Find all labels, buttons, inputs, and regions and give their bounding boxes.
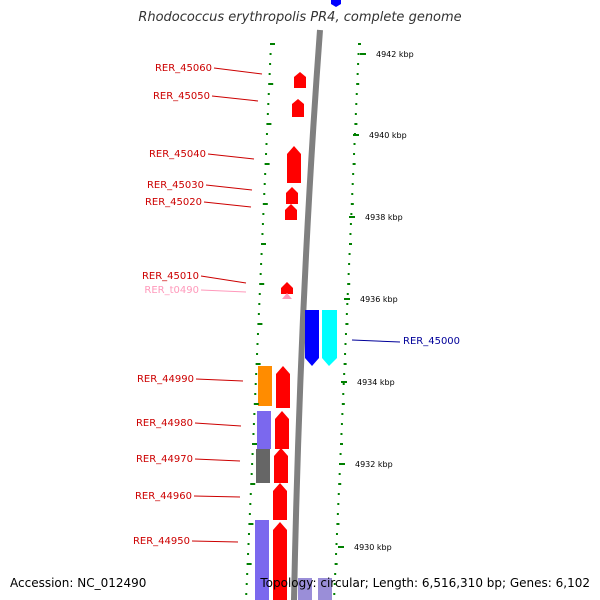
gene-label-RER_45060[interactable]: RER_45060 [155,63,212,74]
gene-label-RER_44960[interactable]: RER_44960 [135,491,192,502]
leader-line [193,495,241,498]
tick-marks-left [245,43,275,595]
gene-label-RER_t0490[interactable]: RER_t0490 [144,285,199,296]
reverse-genes [305,310,337,366]
gene-top-partial [331,0,341,7]
gene-RER_44990 [276,366,290,408]
gene-label-RER_45000[interactable]: RER_45000 [403,336,460,347]
ruler-label: 4932 kbp [355,460,393,469]
leader-line [351,339,401,343]
block-lavender-bottom-2 [318,578,332,600]
gene-RER_44970 [274,448,288,483]
block-gray [256,449,270,483]
gene-RER_45030 [286,187,298,204]
leader-line [200,275,247,284]
block-lavender-bottom-1 [298,578,312,600]
gene-RER_44980 [275,411,289,449]
map-title: Rhodococcus erythropolis PR4, complete g… [138,10,462,25]
gene-RER_44960 [273,483,287,520]
gene-label-RER_45040[interactable]: RER_45040 [149,149,206,160]
leader-line [211,95,259,102]
gene-label-RER_45010[interactable]: RER_45010 [142,271,199,282]
leader-line [205,184,253,191]
gene-RER_45010 [281,282,293,294]
gene-RER_45050 [292,99,304,117]
leader-line [194,458,241,462]
gene-RER_45000 [322,310,337,366]
gene-RER_45060 [294,72,306,88]
gene-label-RER_45020[interactable]: RER_45020 [145,197,202,208]
domain-blocks [255,366,332,600]
gene-labels: RER_45060 RER_45050 RER_45040 RER_45030 RER_… [133,63,460,547]
block-purple-1 [257,411,271,449]
leader-line [203,201,252,208]
gene-RER_45020 [285,204,297,220]
leader-line [207,153,255,160]
gene-RER_44950 [273,522,287,600]
genome-backbone [291,29,323,600]
ruler-label: 4936 kbp [360,295,398,304]
ruler-labels: 4942 kbp 4940 kbp 4938 kbp 4936 kbp 4934 kbp… [338,50,414,552]
gene-label-RER_44950[interactable]: RER_44950 [133,536,190,547]
leader-line [194,422,242,427]
gene-label-RER_44980[interactable]: RER_44980 [136,418,193,429]
gene-RER_45040 [287,146,301,183]
ruler-label: 4934 kbp [357,378,395,387]
tick-marks-right [333,43,361,595]
forward-genes [273,72,306,600]
leader-line [191,540,239,543]
leader-line [213,67,263,75]
gene-RER_t0490 [282,293,292,299]
gene-label-RER_45030[interactable]: RER_45030 [147,180,204,191]
genome-summary: Topology: circular; Length: 6,516,310 bp… [260,576,590,590]
ruler-label: 4938 kbp [365,213,403,222]
gene-RER_45000-blue [305,310,319,366]
ruler-label: 4942 kbp [376,50,414,59]
ruler-label: 4930 kbp [354,543,392,552]
ruler-label: 4940 kbp [369,131,407,140]
gene-label-RER_44970[interactable]: RER_44970 [136,454,193,465]
leader-line [200,289,247,293]
accession-label: Accession: NC_012490 [10,576,147,590]
block-purple-2 [255,520,269,600]
block-orange [258,366,272,406]
gene-label-RER_44990[interactable]: RER_44990 [137,374,194,385]
gene-label-RER_45050[interactable]: RER_45050 [153,91,210,102]
gene-leader-lines [191,67,401,543]
leader-line [195,378,244,382]
